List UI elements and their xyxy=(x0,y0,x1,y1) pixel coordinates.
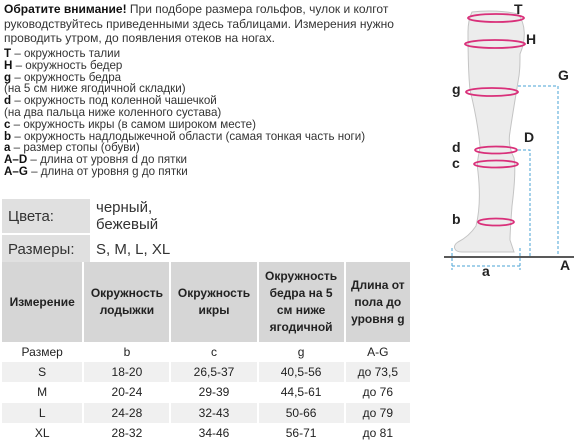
ring-ankle xyxy=(477,217,515,227)
header-measurement: Измерение xyxy=(2,262,85,342)
table-row: M 20-24 29-39 44,5-61 до 76 xyxy=(2,382,413,404)
legend-item: b – окружность надлодыжечной области (са… xyxy=(4,129,366,143)
table-cell: 29-39 xyxy=(170,382,259,404)
table-cell: 26,5-37 xyxy=(170,361,259,383)
table-cell: 40,5-56 xyxy=(257,361,346,383)
size-table: Измерение Окружность лодыжки Окружность … xyxy=(2,262,413,444)
colors-row: Цвета: черный, бежевый xyxy=(2,199,220,235)
table-cell: XL xyxy=(2,423,85,444)
label-A: A xyxy=(560,257,570,273)
table-cell: 56-71 xyxy=(257,423,346,444)
sizes-value: S, M, L, XL xyxy=(90,234,220,266)
table-cell: A-G xyxy=(344,342,413,363)
legend-item: A–D – длина от уровня d до пятки xyxy=(4,153,188,167)
label-a: a xyxy=(482,263,490,279)
label-b: b xyxy=(452,211,461,227)
table-cell: c xyxy=(170,342,259,363)
table-cell: 20-24 xyxy=(83,382,172,404)
header-ankle: Окружность лодыжки xyxy=(83,262,172,342)
intro-lead: Обратите внимание! xyxy=(4,2,127,16)
table-cell: g xyxy=(257,342,346,363)
colors-value: черный, бежевый xyxy=(90,199,220,235)
label-d: d xyxy=(452,139,461,155)
table-cell: 50-66 xyxy=(257,402,346,424)
table-cell: до 76 xyxy=(344,382,413,404)
unit-row: Размер b c g A-G xyxy=(2,342,413,363)
table-cell: L xyxy=(2,402,85,424)
header-thigh: Окружность бедра на 5 см ниже ягодичной xyxy=(257,262,346,342)
table-cell: 32-43 xyxy=(170,402,259,424)
header-length: Длина от пола до уровня g xyxy=(344,262,413,342)
leg-diagram: T H G g D d c b a A xyxy=(444,1,574,279)
ring-knee xyxy=(474,145,518,155)
table-cell: S xyxy=(2,361,85,383)
size-table-header: Измерение Окружность лодыжки Окружность … xyxy=(2,262,413,342)
legend-item: A–G – длина от уровня g до пятки xyxy=(4,164,188,178)
legend-item: d – окружность под коленной чашечкой xyxy=(4,94,217,108)
table-cell: M xyxy=(2,382,85,404)
table-row: XL 28-32 34-46 56-71 до 81 xyxy=(2,423,413,444)
legend-item: (на 5 см ниже ягодичной складки) xyxy=(4,82,186,96)
legend-item: c – окружность икры (в самом широком мес… xyxy=(4,117,256,131)
intro-note: Обратите внимание! При подборе размера г… xyxy=(4,2,442,46)
label-G: G xyxy=(558,67,569,83)
header-calf: Окружность икры xyxy=(170,262,259,342)
table-cell: до 73,5 xyxy=(344,361,413,383)
ring-calf xyxy=(473,159,519,169)
label-g: g xyxy=(452,81,461,97)
table-cell: до 79 xyxy=(344,402,413,424)
legend-item: g – окружность бедра xyxy=(4,70,122,84)
measurement-legend: T – окружность талии H – окружность беде… xyxy=(4,48,444,178)
label-D: D xyxy=(524,129,534,145)
leg-silhouette xyxy=(454,10,525,253)
legend-item: (на два пальца ниже коленного сустава) xyxy=(4,105,222,119)
label-H: H xyxy=(526,31,536,47)
table-cell: 18-20 xyxy=(83,361,172,383)
table-row: S 18-20 26,5-37 40,5-56 до 73,5 xyxy=(2,361,413,383)
table-row: L 24-28 32-43 50-66 до 79 xyxy=(2,402,413,424)
colors-label: Цвета: xyxy=(2,199,90,235)
measurement-rings xyxy=(464,13,526,227)
table-cell: Размер xyxy=(2,342,85,363)
sizes-label: Размеры: xyxy=(2,234,90,266)
table-cell: b xyxy=(83,342,172,363)
length-guides xyxy=(451,85,559,270)
sizes-row: Размеры: S, M, L, XL xyxy=(2,234,220,266)
legend-item: a – размер стопы (обуви) xyxy=(4,141,140,155)
table-cell: до 81 xyxy=(344,423,413,444)
table-cell: 44,5-61 xyxy=(257,382,346,404)
label-c: c xyxy=(452,155,460,171)
legend-item: H – окружность бедер xyxy=(4,58,123,72)
intro-text: При подборе размера гольфов, чулок и кол… xyxy=(4,2,394,46)
ring-waist xyxy=(467,13,525,23)
ring-hips xyxy=(464,39,526,49)
table-cell: 34-46 xyxy=(170,423,259,444)
label-T: T xyxy=(514,1,523,17)
product-info-table: Цвета: черный, бежевый Размеры: S, M, L,… xyxy=(2,199,220,266)
table-cell: 28-32 xyxy=(83,423,172,444)
legend-item: T – окружность талии xyxy=(4,47,121,60)
ring-thigh xyxy=(465,87,519,97)
table-cell: 24-28 xyxy=(83,402,172,424)
